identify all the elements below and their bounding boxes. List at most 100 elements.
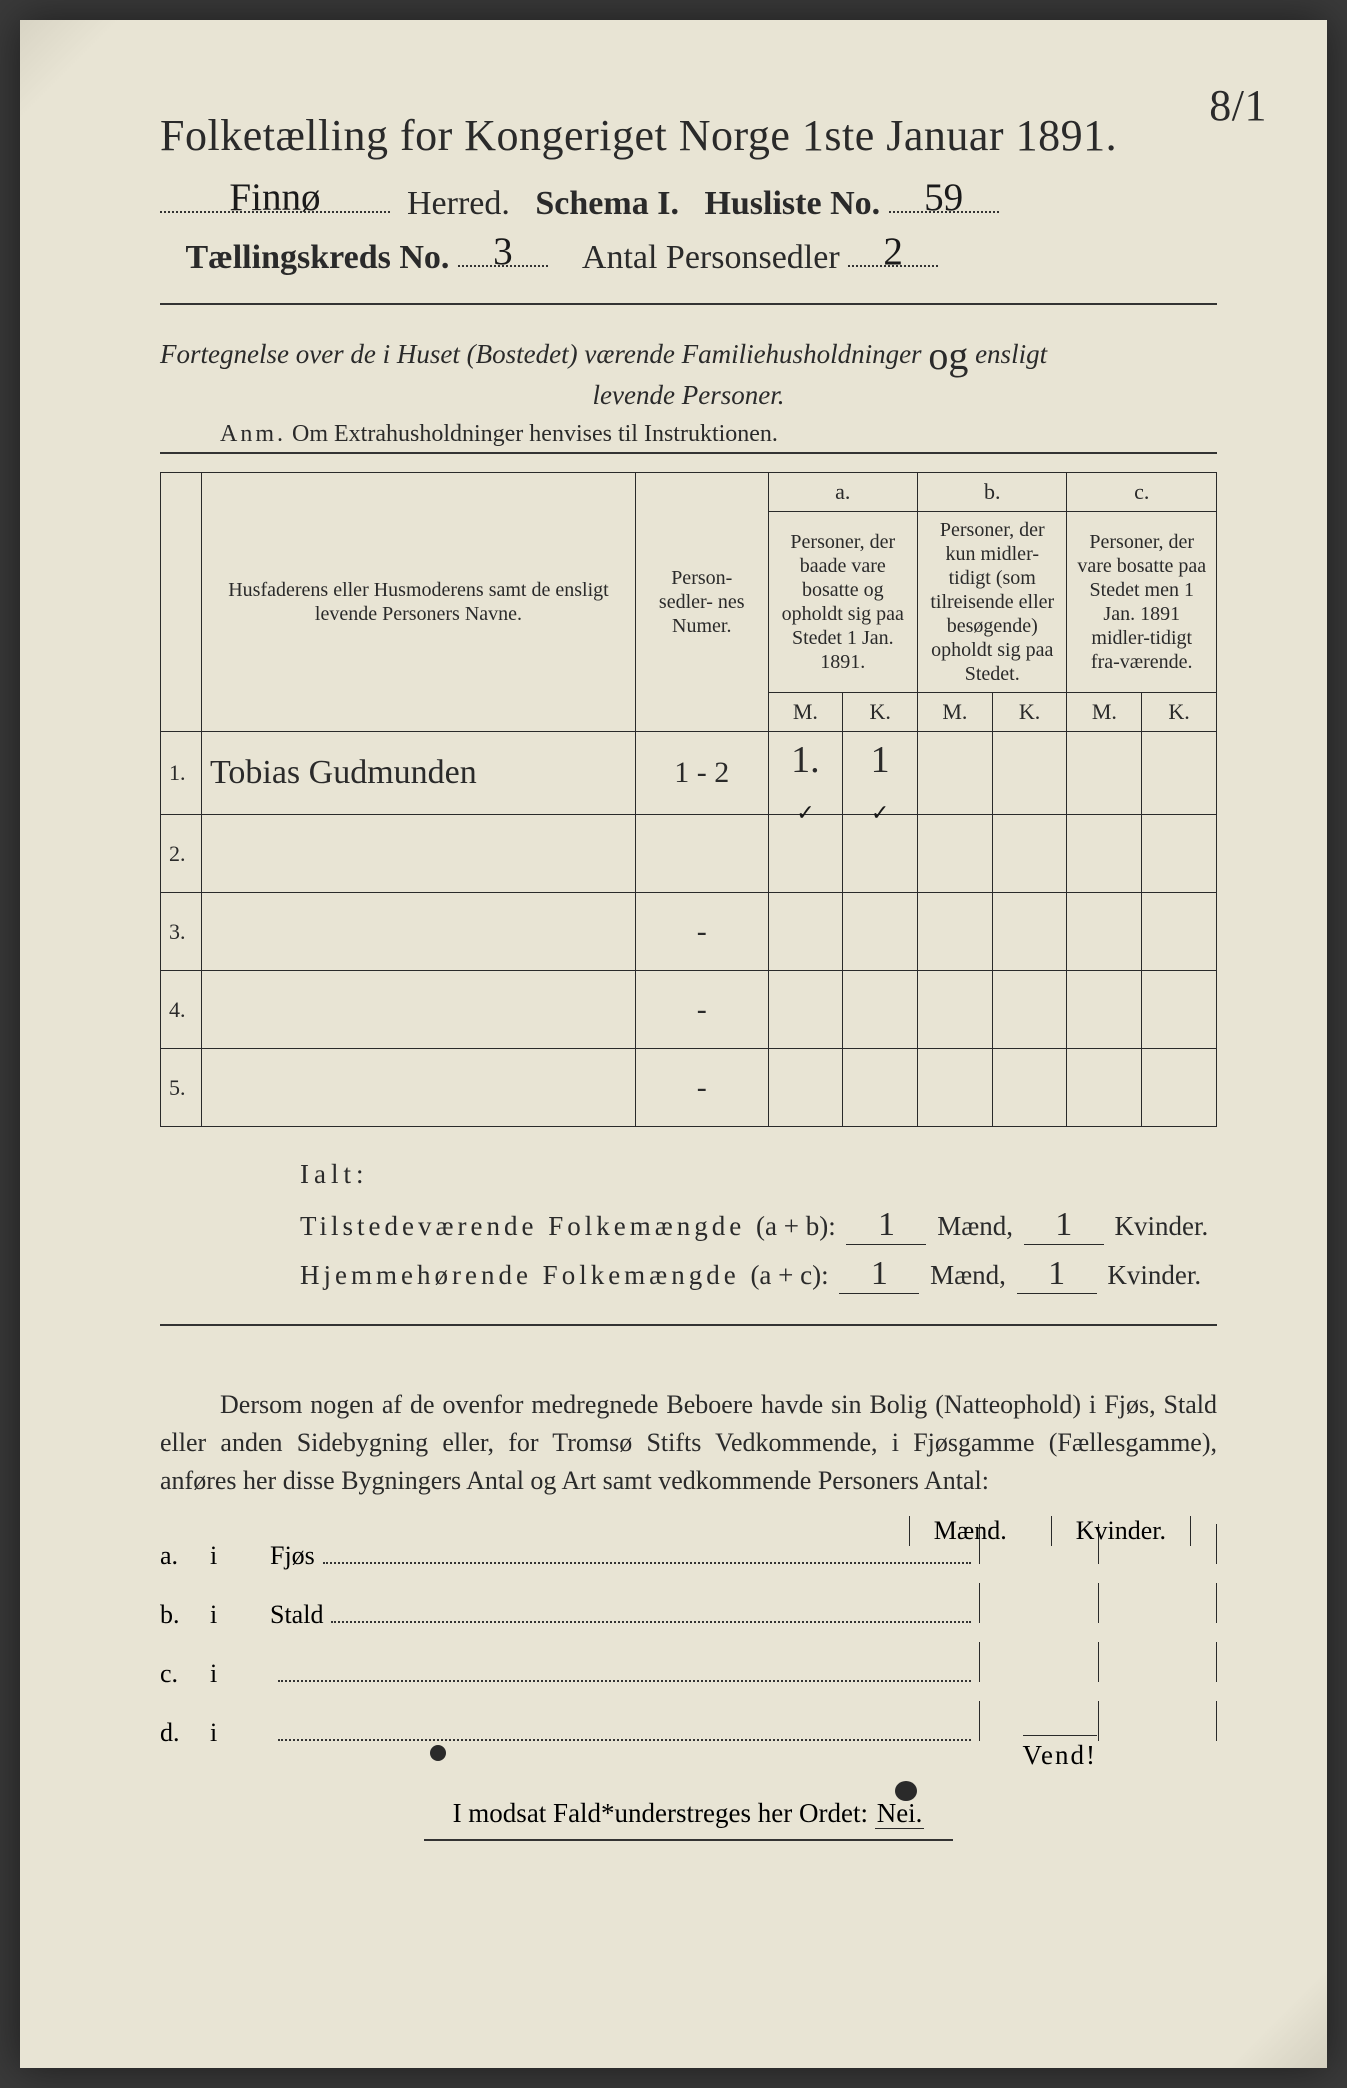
vend-label: Vend! <box>1023 1735 1097 1771</box>
group-b-label: b. <box>918 473 1067 512</box>
b-k-cell <box>992 1049 1067 1127</box>
bldg-lbl: b. <box>160 1600 210 1630</box>
maend-label-1: Mænd, <box>937 1211 1013 1241</box>
ps-cell: - <box>635 971 768 1049</box>
b-m-cell <box>918 815 993 893</box>
c-k-cell <box>1142 815 1217 893</box>
name-cell <box>201 971 635 1049</box>
tk-label: Tællingskreds No. <box>186 239 450 276</box>
instruction-line1: Fortegnelse over de i Huset (Bostedet) v… <box>160 339 922 369</box>
b-m: M. <box>918 693 993 732</box>
ink-spot-icon-2 <box>895 1781 917 1801</box>
b-m-cell <box>918 971 993 1049</box>
ink-spot-icon <box>430 1745 446 1761</box>
dersom-paragraph: Dersom nogen af de ovenfor medregnede Be… <box>160 1386 1217 1499</box>
c-k: K. <box>1142 693 1217 732</box>
bldg-i: i <box>210 1718 270 1748</box>
bldg-lbl: a. <box>160 1541 210 1571</box>
tk-row: Tællingskreds No. 3 Antal Personsedler 2 <box>160 233 1217 277</box>
row-number: 3. <box>161 893 202 971</box>
herred-field: Finnø <box>160 179 390 213</box>
bldg-name: Stald <box>270 1600 323 1630</box>
ialt-r1-m: 1 <box>846 1206 926 1245</box>
dotted-line <box>278 1739 971 1741</box>
anm-note: Anm. Om Extrahusholdninger henvises til … <box>220 421 1217 448</box>
herred-label: Herred. <box>407 185 510 222</box>
schema-label: Schema I. <box>535 185 679 222</box>
ps-cell: 1 - 2 <box>635 732 768 815</box>
row-number: 1. <box>161 732 202 815</box>
ap-field: 2 <box>848 233 938 267</box>
table-row: 2. <box>161 815 1217 893</box>
divider-3 <box>160 1324 1217 1326</box>
instruction-line2: levende Personer. <box>160 377 1217 413</box>
dotted-line <box>278 1680 971 1682</box>
a-m-cell <box>768 971 843 1049</box>
modsat-pre: I modsat Fald*understreges her Ordet: <box>453 1798 868 1828</box>
kvinder-label-2: Kvinder. <box>1107 1260 1201 1290</box>
a-m-cell <box>768 1049 843 1127</box>
ap-value: 2 <box>883 230 903 273</box>
husliste-field: 59 <box>889 179 999 213</box>
maend-label-2: Mænd, <box>930 1260 1006 1290</box>
table-row: 5. - <box>161 1049 1217 1127</box>
group-a-label: a. <box>768 473 917 512</box>
title-prefix: Folketælling for Kongeriget Norge 1ste J… <box>160 111 1004 160</box>
c-m-cell <box>1067 732 1142 815</box>
name-cell <box>201 815 635 893</box>
row-number: 4. <box>161 971 202 1049</box>
kvinder-label-1: Kvinder. <box>1114 1211 1208 1241</box>
a-k-cell <box>843 815 918 893</box>
bldg-maend: Mænd. <box>909 1516 1031 1546</box>
bldg-lbl: c. <box>160 1659 210 1689</box>
instruction-ensligt: ensligt <box>975 339 1047 369</box>
group-b-desc: Personer, der kun midler-tidigt (som til… <box>918 512 1067 693</box>
group-a-desc: Personer, der baade vare bosatte og opho… <box>768 512 917 693</box>
bldg-mk-header: Mænd. Kvinder. <box>909 1516 1191 1546</box>
table-row: 1. Tobias Gudmunden 1 - 2 1.✓ 1✓ <box>161 732 1217 815</box>
ialt-row-1: Tilstedeværende Folkemængde (a + b): 1 M… <box>300 1206 1217 1245</box>
bldg-i: i <box>210 1600 270 1630</box>
b-k-cell <box>992 815 1067 893</box>
a-m-cell <box>768 815 843 893</box>
c-k-cell <box>1142 732 1217 815</box>
modsat-line: I modsat Fald*understreges her Ordet: Ne… <box>160 1798 1217 1829</box>
bldg-mk-cells <box>979 1642 1217 1682</box>
a-k: K. <box>843 693 918 732</box>
ap-label: Antal Personsedler <box>582 239 840 276</box>
b-k-cell <box>992 893 1067 971</box>
a-k-cell <box>843 893 918 971</box>
fraction-top: 8 <box>1209 81 1232 130</box>
bldg-mk-cells <box>979 1701 1217 1741</box>
ialt-block: Ialt: Tilstedeværende Folkemængde (a + b… <box>300 1159 1217 1294</box>
col-ps-header: Person- sedler- nes Numer. <box>635 473 768 732</box>
b-m-cell <box>918 893 993 971</box>
herred-row: Finnø Herred. Schema I. Husliste No. 59 <box>160 179 1217 223</box>
buildings-block: Mænd. Kvinder. a. i Fjøs b. i Stald c. i… <box>160 1524 1217 1748</box>
ialt-r2-k: 1 <box>1017 1255 1097 1294</box>
a-m-cell: 1.✓ <box>768 732 843 815</box>
b-m-cell <box>918 1049 993 1127</box>
a-k-cell: 1✓ <box>843 732 918 815</box>
ialt-r1-k: 1 <box>1024 1206 1104 1245</box>
anm-label: Anm. <box>220 421 286 447</box>
a-m: M. <box>768 693 843 732</box>
ialt-r2-label: Hjemmehørende Folkemængde <box>300 1260 740 1290</box>
name-cell <box>201 1049 635 1127</box>
table-row: 4. - <box>161 971 1217 1049</box>
bldg-name: Fjøs <box>270 1541 315 1571</box>
table-row: 3. - <box>161 893 1217 971</box>
c-k-cell <box>1142 971 1217 1049</box>
c-k-cell <box>1142 893 1217 971</box>
c-k-cell <box>1142 1049 1217 1127</box>
dotted-line <box>323 1562 971 1564</box>
b-k-cell <box>992 971 1067 1049</box>
a-m-cell <box>768 893 843 971</box>
husliste-value: 59 <box>924 176 963 219</box>
ialt-r1-formula: (a + b): <box>756 1211 836 1241</box>
bldg-i: i <box>210 1659 270 1689</box>
group-c-label: c. <box>1067 473 1217 512</box>
tk-value: 3 <box>493 230 513 273</box>
census-table: Husfaderens eller Husmoderens samt de en… <box>160 472 1217 1127</box>
bldg-i: i <box>210 1541 270 1571</box>
